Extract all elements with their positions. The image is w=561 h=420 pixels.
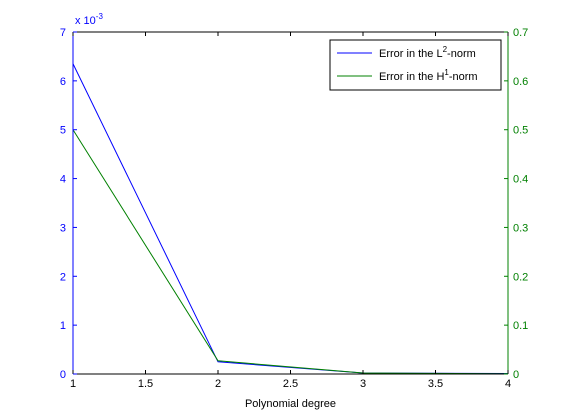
x-tick-label: 1 xyxy=(70,378,76,390)
x-tick-label: 2.5 xyxy=(283,378,298,390)
y-left-multiplier: x 10-3 xyxy=(75,12,103,27)
legend-label-2: Error in the H1-norm xyxy=(379,68,478,83)
y-left-tick-label: 5 xyxy=(60,125,66,137)
y-left-tick-label: 4 xyxy=(60,174,66,186)
x-tick-label: 1.5 xyxy=(138,378,153,390)
y-left-tick-label: 1 xyxy=(60,320,66,332)
y-left-tick-label: 6 xyxy=(60,76,66,88)
legend-label-superscript: 1 xyxy=(444,68,449,77)
x-tick-label: 4 xyxy=(505,378,511,390)
x-axis-label: Polynomial degree xyxy=(245,398,336,410)
y-right-tick-label: 0.3 xyxy=(513,222,528,234)
x-tick-label: 3 xyxy=(360,378,366,390)
legend-label-text: Error in the L xyxy=(379,48,443,60)
x-tick-label: 2 xyxy=(215,378,221,390)
y-right-tick-label: 0.4 xyxy=(513,174,528,186)
multiplier-base: x 10 xyxy=(75,15,96,27)
y-right-tick-label: 0.1 xyxy=(513,320,528,332)
y-left-tick-label: 3 xyxy=(60,222,66,234)
y-right-tick-label: 0 xyxy=(513,369,519,381)
y-left-tick-label: 0 xyxy=(60,369,66,381)
multiplier-exponent: -3 xyxy=(96,12,104,21)
legend-label-text: Error in the H xyxy=(379,71,444,83)
y-left-tick-label: 7 xyxy=(60,27,66,39)
y-right-tick-label: 0.2 xyxy=(513,271,528,283)
y-right-tick-label: 0.5 xyxy=(513,125,528,137)
y-left-tick-label: 2 xyxy=(60,271,66,283)
legend-label-suffix: -norm xyxy=(447,48,476,60)
y-right-tick-label: 0.6 xyxy=(513,76,528,88)
legend-label-superscript: 2 xyxy=(443,45,448,54)
x-tick-label: 3.5 xyxy=(428,378,443,390)
legend-label-1: Error in the L2-norm xyxy=(379,45,476,60)
legend-label-suffix: -norm xyxy=(449,71,478,83)
axes-layer: 1 1.5 2 2.5 3 3.5 40123456700.10.20.30.40.50.6… xyxy=(60,12,528,410)
y-right-tick-label: 0.7 xyxy=(513,27,528,39)
legend-box xyxy=(329,39,502,91)
